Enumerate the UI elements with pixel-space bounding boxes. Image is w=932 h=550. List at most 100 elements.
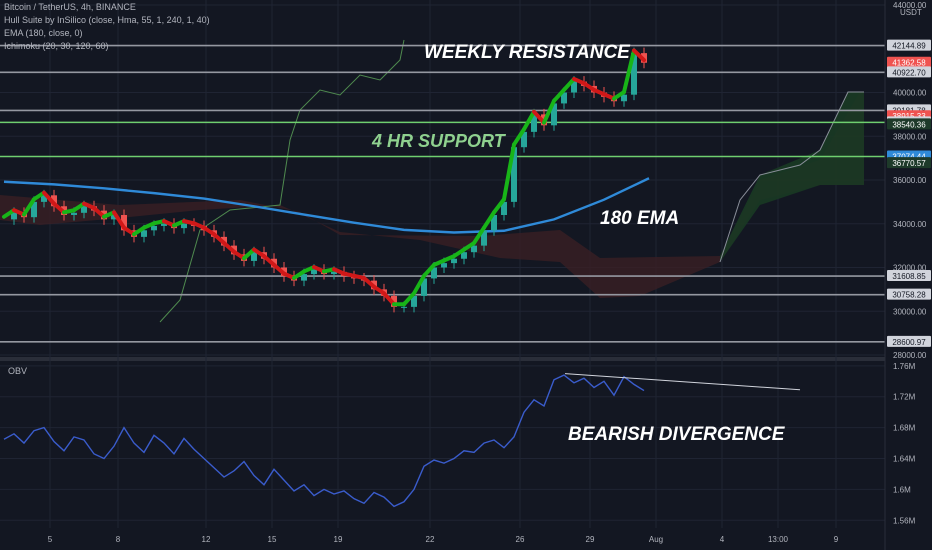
candle-body bbox=[81, 206, 87, 213]
legend-symbol[interactable]: Bitcoin / TetherUS, 4h, BINANCE bbox=[4, 2, 136, 12]
candle-body bbox=[571, 81, 577, 93]
annotation-4hr-support: 4 HR SUPPORT bbox=[372, 131, 505, 151]
price-label-bg bbox=[887, 270, 931, 282]
candle-body bbox=[441, 263, 447, 268]
hull-suite-line bbox=[2, 48, 646, 307]
candle-body bbox=[481, 230, 487, 246]
time-tick-label: Aug bbox=[649, 535, 663, 544]
hull-segment bbox=[402, 291, 416, 307]
price-label: 28600.97 bbox=[887, 335, 931, 347]
hull-segment bbox=[92, 206, 106, 219]
time-tick-label: 26 bbox=[516, 535, 525, 544]
candle-body bbox=[471, 245, 477, 253]
price-label-text: 30758.28 bbox=[892, 291, 926, 300]
obv-line bbox=[3, 374, 645, 508]
cloud-lead-a bbox=[719, 91, 864, 263]
annotation-180-ema: 180 EMA bbox=[600, 208, 680, 229]
price-label: 40922.70 bbox=[887, 66, 931, 78]
candle-body bbox=[621, 94, 627, 102]
hull-segment bbox=[242, 247, 256, 261]
annotation-weekly-resistance: WEEKLY RESISTANCE bbox=[424, 42, 630, 63]
time-tick-label: 9 bbox=[834, 535, 839, 544]
price-label-bg bbox=[887, 335, 931, 347]
price-label-bg bbox=[887, 288, 931, 300]
hull-segment bbox=[412, 273, 426, 296]
candle-body bbox=[141, 230, 147, 237]
hull-segment bbox=[622, 48, 636, 95]
price-tick-label: 44000.00 bbox=[893, 1, 927, 10]
price-labels: 41362.5803:20:4540922.7039181.7838915.33… bbox=[887, 39, 931, 347]
price-label-bg bbox=[887, 118, 931, 130]
hull-segment bbox=[52, 201, 66, 215]
legend-hull[interactable]: Hull Suite by InSilico (close, Hma, 55, … bbox=[4, 15, 210, 25]
obv-tick-label: 1.68M bbox=[893, 424, 916, 433]
time-tick-label: 19 bbox=[334, 535, 343, 544]
hull-segment bbox=[552, 87, 566, 103]
price-tick-label: 34000.00 bbox=[893, 220, 927, 229]
hull-segment bbox=[112, 210, 126, 230]
candle-body bbox=[181, 223, 187, 229]
candle-body bbox=[411, 295, 417, 307]
legend-ema[interactable]: EMA (180, close, 0) bbox=[4, 28, 83, 38]
legend-obv[interactable]: OBV bbox=[8, 366, 28, 376]
grid bbox=[0, 0, 932, 528]
time-tick-label: 22 bbox=[426, 535, 435, 544]
hull-segment bbox=[362, 276, 376, 289]
hull-segment bbox=[532, 109, 546, 125]
hull-segment bbox=[482, 210, 496, 230]
price-label-text: 41362.58 bbox=[892, 59, 926, 68]
candle-body bbox=[161, 223, 167, 226]
hull-segment bbox=[42, 190, 56, 206]
candle-body bbox=[501, 201, 507, 215]
hull-segment bbox=[472, 225, 486, 245]
price-tick-label: 38000.00 bbox=[893, 132, 927, 141]
candle-body bbox=[431, 267, 437, 279]
hull-segment bbox=[632, 48, 646, 63]
divergence-trendline bbox=[564, 373, 801, 391]
price-label-bg bbox=[887, 39, 931, 51]
candle-body bbox=[11, 212, 17, 220]
candle-body bbox=[511, 147, 517, 202]
hull-segment bbox=[222, 241, 236, 254]
ema-180-line bbox=[3, 177, 650, 234]
axes: 28000.00 30000.00 32000.00 34000.00 36000.00… bbox=[48, 0, 932, 550]
price-label-text: 37074.44 bbox=[892, 152, 926, 161]
hull-segment bbox=[522, 109, 536, 132]
price-tick-label: 30000.00 bbox=[893, 307, 927, 316]
cloud-bull bbox=[720, 92, 864, 262]
candle-body bbox=[121, 215, 127, 231]
time-tick-label: 8 bbox=[116, 535, 121, 544]
candle-body bbox=[41, 195, 47, 202]
time-tick-label: 12 bbox=[202, 535, 211, 544]
time-tick-label: 13:00 bbox=[768, 535, 789, 544]
price-tick-label: 32000.00 bbox=[893, 264, 927, 273]
candle-body bbox=[331, 271, 337, 275]
price-label-bg bbox=[887, 157, 931, 169]
obv-tick-label: 1.64M bbox=[893, 455, 916, 464]
price-label: 31608.85 bbox=[887, 270, 931, 282]
candle-body bbox=[311, 269, 317, 275]
time-tick-label: 4 bbox=[720, 535, 725, 544]
candle-body bbox=[451, 258, 457, 264]
candle-body bbox=[71, 212, 77, 215]
candle-body bbox=[631, 53, 637, 95]
hull-segment bbox=[272, 262, 286, 276]
candle-body bbox=[491, 215, 497, 231]
time-tick-label: 29 bbox=[586, 535, 595, 544]
price-tick-label: 40000.00 bbox=[893, 89, 927, 98]
hull-segment bbox=[512, 127, 526, 147]
price-axis-unit: USDT bbox=[900, 8, 922, 17]
horizontal-levels bbox=[0, 44, 885, 343]
price-label-text: 42144.89 bbox=[892, 42, 926, 51]
price-tick-label: 36000.00 bbox=[893, 176, 927, 185]
obv-pane bbox=[3, 373, 801, 508]
ema-180-path bbox=[3, 177, 650, 234]
price-label: 42144.89 bbox=[887, 39, 931, 51]
candle-body bbox=[301, 274, 307, 281]
legend-ichimoku[interactable]: Ichimoku (20, 30, 120, 60) bbox=[4, 41, 109, 51]
price-label-text: 40922.70 bbox=[892, 68, 926, 77]
candle-body bbox=[251, 252, 257, 261]
ichimoku-cloud bbox=[0, 39, 864, 323]
candle-body bbox=[31, 201, 37, 218]
